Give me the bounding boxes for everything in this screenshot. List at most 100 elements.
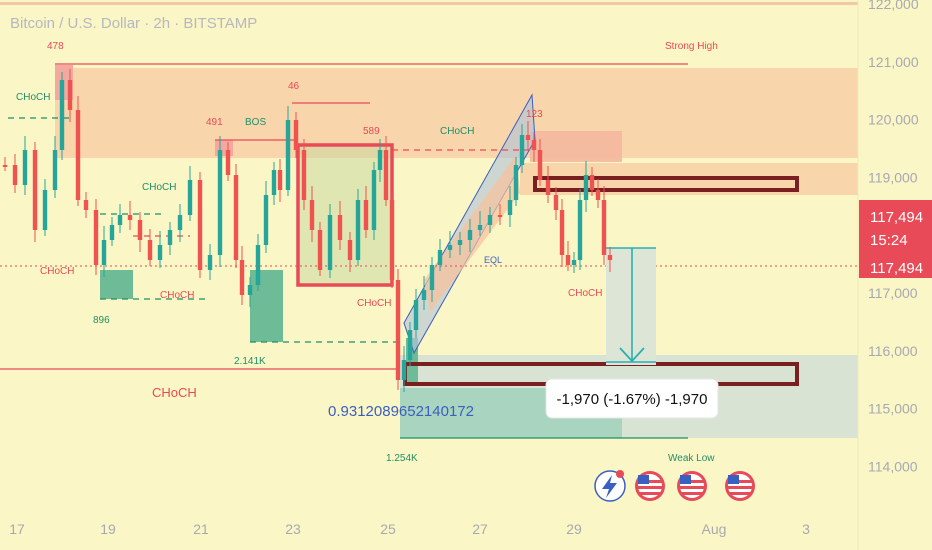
- time-tick-label: 23: [285, 521, 301, 537]
- label-896: 896: [93, 315, 110, 326]
- candle-body: [525, 135, 531, 140]
- price-tick-label: 121,000: [868, 54, 919, 70]
- candle-body: [225, 150, 231, 175]
- candle-body: [363, 200, 369, 230]
- candle-body: [477, 225, 483, 230]
- price-tick-label: 116,000: [868, 343, 918, 359]
- measure-tooltip: [545, 378, 719, 419]
- measure-arrow-head: [619, 347, 645, 363]
- time-tick-label: 27: [472, 521, 488, 537]
- candle-body: [187, 180, 193, 215]
- candle-body: [217, 150, 223, 255]
- price-tick-label: 119,000: [868, 169, 918, 185]
- candle-body: [429, 265, 435, 290]
- resistance-band[interactable]: [533, 176, 799, 192]
- candle-body: [301, 150, 307, 200]
- candle-body: [583, 175, 589, 200]
- candle-body: [607, 255, 613, 260]
- label-choch-box: CHoCH: [357, 298, 391, 309]
- candle-body: [507, 200, 513, 215]
- crosshair-price-value: 117,494: [870, 260, 923, 277]
- price-axis[interactable]: 122,000 121,000 120,000 119,000 117,000 116,0…: [857, 0, 919, 550]
- lightning-icon[interactable]: [594, 470, 626, 502]
- price-tick-label: 120,000: [868, 112, 919, 128]
- time-axis[interactable]: 17 19 21 23 25 27 29 Aug 3: [9, 521, 810, 537]
- candle-body: [293, 120, 299, 150]
- crosshair-price-badge: [859, 256, 932, 278]
- candle-body: [285, 120, 291, 190]
- demand-ob-22: [250, 270, 283, 342]
- candle-body: [247, 285, 253, 295]
- label-46: 46: [288, 81, 300, 92]
- candle-body: [59, 80, 65, 150]
- ob-491: [215, 140, 233, 156]
- candle-body: [67, 80, 73, 110]
- candle-body: [537, 150, 543, 180]
- candle-body: [167, 230, 173, 245]
- candle-body: [371, 170, 377, 230]
- label-2141k: 2.141K: [234, 356, 266, 367]
- price-tick-label: 122,000: [868, 0, 919, 12]
- candle-body: [383, 150, 389, 200]
- events-row[interactable]: [594, 470, 755, 502]
- candle-body: [437, 250, 443, 265]
- time-tick-label: 19: [100, 521, 116, 537]
- candle-body: [595, 190, 601, 200]
- candle-body: [545, 180, 551, 195]
- candle-body: [117, 215, 123, 225]
- label-choch-20: CHoCH: [160, 290, 194, 301]
- candle-body: [531, 140, 537, 150]
- candle-body: [559, 210, 565, 255]
- candle-body: [83, 200, 89, 210]
- candle-body: [197, 180, 203, 270]
- candle-body: [407, 330, 413, 360]
- label-491: 491: [206, 117, 223, 128]
- label-589: 589: [363, 126, 380, 137]
- time-tick-label: 17: [9, 521, 25, 537]
- candle-body: [255, 245, 261, 285]
- label-bos: BOS: [245, 117, 266, 128]
- top-supply-strip: [0, 2, 858, 5]
- candle-body: [447, 245, 453, 250]
- time-tick-label: 25: [380, 521, 396, 537]
- candle-body: [101, 240, 107, 265]
- candle-body: [32, 150, 38, 230]
- candle-body: [487, 215, 493, 225]
- time-tick-label: Aug: [702, 521, 727, 537]
- candle-body: [52, 150, 58, 190]
- us-flag-icon[interactable]: [725, 471, 755, 501]
- candle-body: [467, 230, 473, 240]
- label-strong-high: Strong High: [665, 41, 718, 52]
- candle-body: [2, 165, 8, 167]
- us-flag-icon[interactable]: [635, 471, 665, 501]
- measure-tooltip-text: -1,970 (-1.67%) -1,970: [557, 391, 708, 408]
- candle-body: [413, 300, 419, 330]
- candle-body: [147, 240, 153, 260]
- candle-body: [263, 195, 269, 245]
- candle-body: [421, 290, 427, 300]
- label-choch-19: CHoCH: [142, 182, 176, 193]
- candle-body: [337, 215, 343, 240]
- candle-body: [571, 260, 577, 265]
- candle-body: [513, 165, 519, 200]
- label-weak-low: Weak Low: [668, 453, 715, 464]
- time-tick-label: 3: [802, 521, 810, 537]
- candle-body: [12, 165, 18, 185]
- candle-body: [327, 215, 333, 270]
- candle-body: [157, 245, 163, 260]
- candle-body: [127, 215, 133, 220]
- candle-body: [377, 150, 383, 170]
- supply-ob: [530, 131, 622, 162]
- label-478: 478: [47, 41, 64, 52]
- candle-body: [355, 200, 361, 260]
- demand-ob-19: [100, 270, 133, 299]
- candle-body: [389, 200, 395, 280]
- label-choch-left-low: CHoCH: [40, 266, 74, 277]
- label-long-number: 0.9312089652140172: [328, 403, 474, 420]
- us-flag-icon[interactable]: [677, 471, 707, 501]
- candle-body: [601, 200, 607, 255]
- candle-body: [239, 260, 245, 295]
- measure-area: [606, 248, 656, 365]
